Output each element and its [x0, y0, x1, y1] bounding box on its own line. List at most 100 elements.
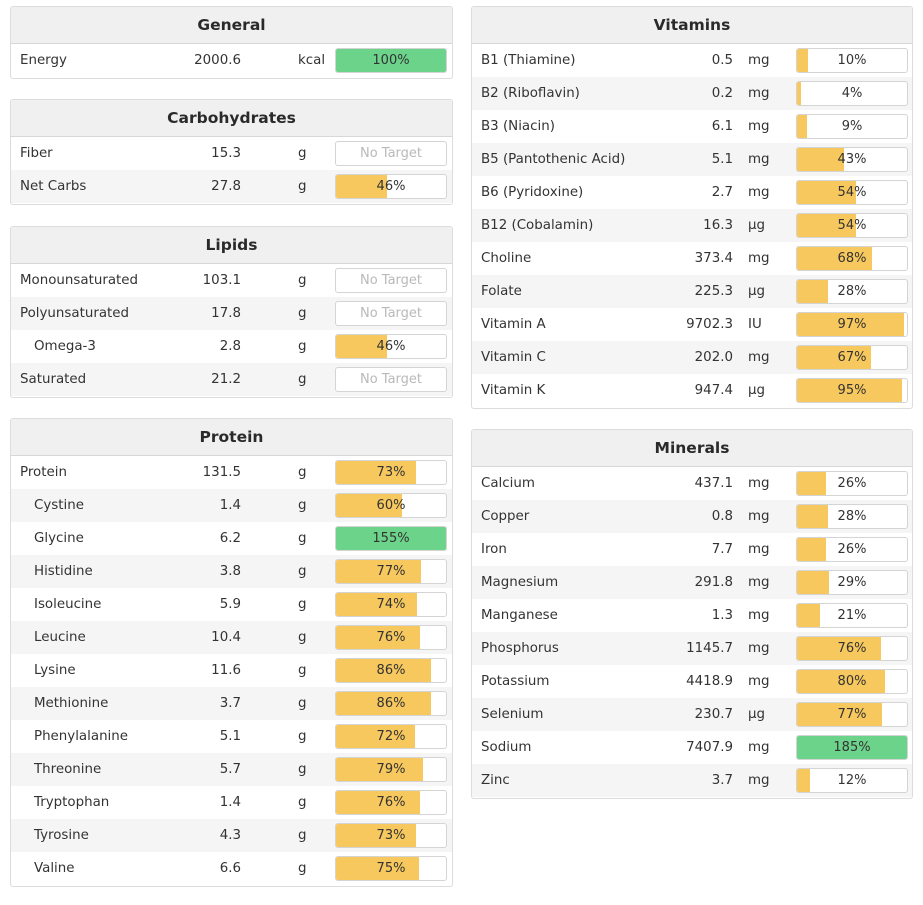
target-percent-label: 76% — [376, 630, 406, 645]
nutrient-row-isoleucine[interactable]: Isoleucine 5.9 g 74% — [11, 588, 452, 621]
target-progress-fill — [336, 560, 421, 583]
nutrient-unit: mg — [748, 674, 770, 689]
target-progress-bar: 72% — [335, 724, 447, 749]
nutrient-amount: 1.4 — [219, 498, 241, 513]
nutrient-row-tryptophan[interactable]: Tryptophan 1.4 g 76% — [11, 786, 452, 819]
nutrient-name: Valine — [34, 861, 75, 876]
nutrient-row-magnesium[interactable]: Magnesium 291.8 mg 29% — [472, 566, 912, 599]
nutrient-name: Vitamin A — [481, 317, 546, 332]
target-percent-label: 76% — [837, 641, 867, 656]
target-progress-bar: 80% — [796, 669, 908, 694]
nutrient-name: Manganese — [481, 608, 558, 623]
nutrient-unit: mg — [748, 251, 770, 266]
target-progress-bar: 76% — [335, 625, 447, 650]
nutrient-row-net-carbs[interactable]: Net Carbs 27.8 g 46% — [11, 170, 452, 203]
nutrient-row-potassium[interactable]: Potassium 4418.9 mg 80% — [472, 665, 912, 698]
nutrient-row-iron[interactable]: Iron 7.7 mg 26% — [472, 533, 912, 566]
nutrient-name: Polyunsaturated — [20, 306, 130, 321]
target-progress-bar: 77% — [796, 702, 908, 727]
nutrient-amount: 5.7 — [219, 762, 241, 777]
target-progress-fill — [797, 736, 907, 759]
target-progress-bar: 54% — [796, 180, 908, 205]
target-percent-label: 26% — [837, 476, 867, 491]
nutrient-row-vitamin-c[interactable]: Vitamin C 202.0 mg 67% — [472, 341, 912, 374]
nutrient-amount: 7.7 — [711, 542, 733, 557]
lipids-panel: Lipids Monounsaturated 103.1 g No Target Poly… — [10, 226, 453, 398]
target-percent-label: 77% — [837, 707, 867, 722]
nutrient-row-cystine[interactable]: Cystine 1.4 g 60% — [11, 489, 452, 522]
target-percent-label: 86% — [376, 696, 406, 711]
nutrient-amount: 202.0 — [694, 350, 733, 365]
nutrient-amount: 291.8 — [694, 575, 733, 590]
nutrient-row-leucine[interactable]: Leucine 10.4 g 76% — [11, 621, 452, 654]
nutrient-name: Phenylalanine — [34, 729, 128, 744]
nutrient-name: Monounsaturated — [20, 273, 139, 288]
nutrient-row-tyrosine[interactable]: Tyrosine 4.3 g 73% — [11, 819, 452, 852]
nutrient-unit: µg — [748, 218, 766, 233]
nutrient-row-energy[interactable]: Energy 2000.6 kcal 100% — [11, 44, 452, 77]
nutrient-row-valine[interactable]: Valine 6.6 g 75% — [11, 852, 452, 885]
nutrient-name: Leucine — [34, 630, 86, 645]
target-progress-bar: 26% — [796, 471, 908, 496]
nutrient-row-sodium[interactable]: Sodium 7407.9 mg 185% — [472, 731, 912, 764]
nutrient-row-fiber[interactable]: Fiber 15.3 g No Target — [11, 137, 452, 170]
target-percent-label: 28% — [837, 284, 867, 299]
nutrient-name: Sodium — [481, 740, 532, 755]
nutrient-row-glycine[interactable]: Glycine 6.2 g 155% — [11, 522, 452, 555]
target-progress-fill — [797, 637, 881, 660]
nutrient-row-zinc[interactable]: Zinc 3.7 mg 12% — [472, 764, 912, 797]
nutrient-row-lysine[interactable]: Lysine 11.6 g 86% — [11, 654, 452, 687]
nutrient-row-calcium[interactable]: Calcium 437.1 mg 26% — [472, 467, 912, 500]
target-progress-fill — [797, 670, 885, 693]
target-percent-label: 54% — [837, 218, 867, 233]
nutrient-amount: 17.8 — [211, 306, 241, 321]
target-progress-fill — [797, 703, 882, 726]
target-percent-label: 4% — [841, 86, 863, 101]
nutrient-row-protein[interactable]: Protein 131.5 g 73% — [11, 456, 452, 489]
target-percent-label: 74% — [376, 597, 406, 612]
nutrient-name: Phosphorus — [481, 641, 559, 656]
target-progress-fill — [797, 769, 811, 792]
nutrient-row-monounsaturated[interactable]: Monounsaturated 103.1 g No Target — [11, 264, 452, 297]
target-progress-bar: 12% — [796, 768, 908, 793]
nutrient-row-selenium[interactable]: Selenium 230.7 µg 77% — [472, 698, 912, 731]
target-progress-bar: 10% — [796, 48, 908, 73]
nutrient-name: Potassium — [481, 674, 550, 689]
nutrient-unit: g — [298, 372, 307, 387]
nutrient-row-histidine[interactable]: Histidine 3.8 g 77% — [11, 555, 452, 588]
nutrient-row-threonine[interactable]: Threonine 5.7 g 79% — [11, 753, 452, 786]
nutrient-name: Glycine — [34, 531, 84, 546]
nutrient-row-omega-3[interactable]: Omega-3 2.8 g 46% — [11, 330, 452, 363]
nutrient-row-b6-pyridoxine[interactable]: B6 (Pyridoxine) 2.7 mg 54% — [472, 176, 912, 209]
target-progress-fill — [797, 247, 872, 270]
nutrient-row-phenylalanine[interactable]: Phenylalanine 5.1 g 72% — [11, 720, 452, 753]
target-progress-fill — [797, 379, 902, 402]
nutrient-row-polyunsaturated[interactable]: Polyunsaturated 17.8 g No Target — [11, 297, 452, 330]
target-progress-fill — [336, 692, 431, 715]
nutrient-unit: µg — [748, 284, 766, 299]
nutrient-row-b12-cobalamin[interactable]: B12 (Cobalamin) 16.3 µg 54% — [472, 209, 912, 242]
nutrient-row-methionine[interactable]: Methionine 3.7 g 86% — [11, 687, 452, 720]
nutrient-row-copper[interactable]: Copper 0.8 mg 28% — [472, 500, 912, 533]
nutrient-row-choline[interactable]: Choline 373.4 mg 68% — [472, 242, 912, 275]
nutrient-row-folate[interactable]: Folate 225.3 µg 28% — [472, 275, 912, 308]
nutrient-row-b3-niacin[interactable]: B3 (Niacin) 6.1 mg 9% — [472, 110, 912, 143]
nutrient-row-b1-thiamine[interactable]: B1 (Thiamine) 0.5 mg 10% — [472, 44, 912, 77]
nutrient-row-vitamin-a[interactable]: Vitamin A 9702.3 IU 97% — [472, 308, 912, 341]
nutrient-row-phosphorus[interactable]: Phosphorus 1145.7 mg 76% — [472, 632, 912, 665]
nutrient-amount: 15.3 — [211, 146, 241, 161]
target-progress-bar: No Target — [335, 141, 447, 166]
target-progress-fill — [336, 626, 420, 649]
nutrient-row-manganese[interactable]: Manganese 1.3 mg 21% — [472, 599, 912, 632]
nutrient-row-b5-pantothenic-acid[interactable]: B5 (Pantothenic Acid) 5.1 mg 43% — [472, 143, 912, 176]
nutrient-unit: mg — [748, 575, 770, 590]
nutrient-unit: g — [298, 861, 307, 876]
target-percent-label: 73% — [376, 465, 406, 480]
target-progress-bar: 77% — [335, 559, 447, 584]
nutrient-row-saturated[interactable]: Saturated 21.2 g No Target — [11, 363, 452, 396]
nutrient-row-vitamin-k[interactable]: Vitamin K 947.4 µg 95% — [472, 374, 912, 407]
nutrient-row-b2-riboflavin[interactable]: B2 (Riboflavin) 0.2 mg 4% — [472, 77, 912, 110]
target-progress-fill — [797, 115, 807, 138]
nutrient-unit: g — [298, 663, 307, 678]
target-percent-label: No Target — [359, 306, 423, 321]
